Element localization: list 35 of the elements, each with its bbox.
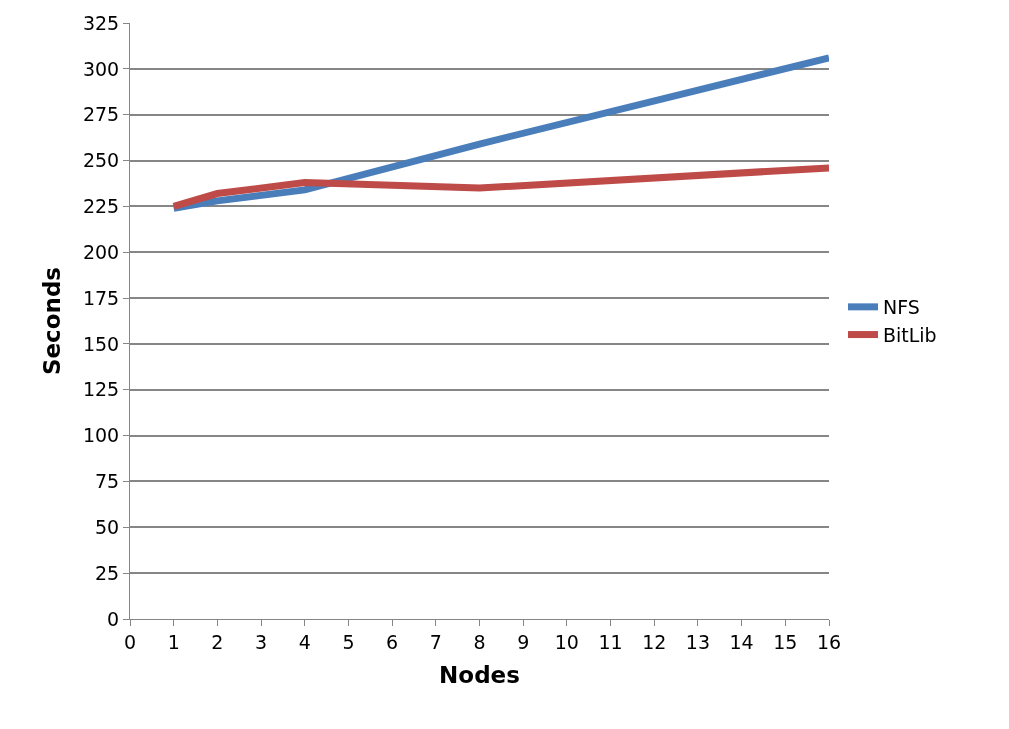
- legend-label: BitLib: [882, 323, 937, 346]
- x-axis-title: Nodes: [439, 662, 520, 689]
- x-tick-label: 4: [298, 630, 311, 653]
- y-tick-label: 325: [82, 11, 120, 34]
- y-tick-label: 175: [82, 286, 120, 309]
- y-tick-label: 250: [82, 149, 120, 172]
- y-tick-label: 225: [82, 195, 120, 218]
- x-tick-label: 0: [123, 630, 137, 653]
- y-tick-label: 25: [95, 561, 120, 584]
- y-tick-label: 100: [82, 424, 120, 447]
- x-tick-label: 3: [255, 630, 268, 653]
- y-tick-label: 275: [82, 103, 120, 126]
- y-tick-label: 0: [107, 607, 120, 630]
- y-tick-label: 150: [82, 332, 120, 355]
- x-tick-label: 1: [167, 630, 180, 653]
- y-axis-title: Seconds: [39, 266, 66, 376]
- x-tick-label: 2: [211, 630, 224, 653]
- x-tick-label: 15: [773, 630, 798, 653]
- y-tick-label: 125: [82, 378, 120, 401]
- y-tick-label: 200: [82, 240, 120, 263]
- legend-label: NFS: [882, 296, 920, 319]
- x-tick-label: 12: [642, 630, 667, 653]
- x-tick-label: 5: [342, 630, 355, 653]
- x-tick-label: 13: [685, 630, 711, 653]
- x-tick-label: 10: [554, 630, 579, 653]
- y-tick-label: 300: [82, 57, 120, 80]
- x-tick-label: 6: [386, 630, 399, 653]
- y-tick-label: 50: [95, 515, 120, 538]
- x-tick-label: 9: [517, 630, 530, 653]
- x-tick-label: 14: [729, 630, 754, 653]
- x-tick-label: 16: [816, 630, 842, 653]
- x-tick-label: 8: [473, 630, 486, 653]
- x-tick-label: 11: [598, 630, 623, 653]
- y-tick-label: 75: [95, 470, 120, 493]
- x-tick-label: 7: [429, 630, 442, 653]
